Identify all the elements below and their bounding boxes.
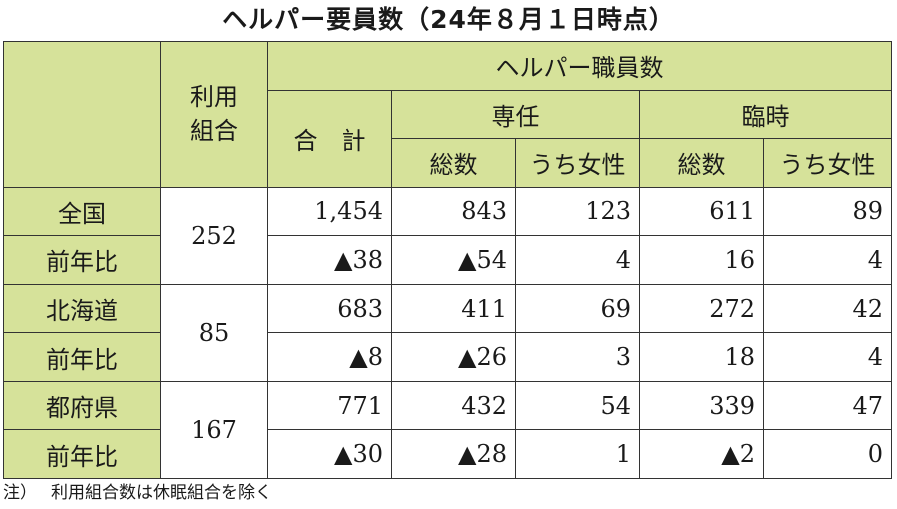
helper-staff-table: 利用 組合 ヘルパー職員数 合 計 専任 臨時 総数 うち女性 総数 うち女性 … — [3, 41, 893, 480]
total-cell: 683 — [267, 283, 392, 334]
fulltime-header: 専任 — [391, 89, 640, 140]
total-cell: 771 — [267, 380, 392, 431]
fulltime-count-cell: 432 — [391, 380, 516, 431]
table-row: 前年比 ▲38 ▲54 4 16 4 — [3, 235, 893, 285]
temporary-count-cell: 18 — [639, 332, 764, 382]
fulltime-female-cell: 69 — [515, 283, 640, 334]
temporary-female-cell: 4 — [762, 332, 893, 382]
total-cell: 1,454 — [267, 186, 392, 237]
temporary-female-cell: 42 — [762, 283, 893, 334]
temporary-female-header: うち女性 — [762, 138, 893, 188]
temporary-count-cell: 611 — [639, 186, 764, 237]
members-cell: 167 — [160, 380, 268, 480]
members-cell: 85 — [160, 283, 268, 382]
fulltime-female-cell: 3 — [515, 332, 640, 382]
footnote: 注） 利用組合数は休眠組合を除く — [3, 482, 286, 504]
members-header: 利用 組合 — [160, 41, 268, 188]
fulltime-female-header: うち女性 — [515, 138, 640, 188]
table-title: ヘルパー要員数（24年８月１日時点） — [222, 5, 675, 34]
temporary-count-cell: 272 — [639, 283, 764, 334]
temporary-female-cell: 0 — [762, 429, 893, 479]
temporary-count-cell: ▲2 — [639, 429, 764, 479]
temporary-count-cell: 339 — [639, 380, 764, 431]
temporary-count-cell: 16 — [639, 235, 764, 285]
row-label: 前年比 — [3, 429, 161, 479]
fulltime-count-header: 総数 — [391, 138, 516, 188]
fulltime-count-cell: ▲26 — [391, 332, 516, 382]
fulltime-count-cell: ▲54 — [391, 235, 516, 285]
temporary-count-header: 総数 — [639, 138, 764, 188]
total-cell: ▲38 — [267, 235, 392, 285]
total-header: 合 計 — [267, 89, 392, 188]
table-row: 都府県 167 771 432 54 339 47 — [3, 380, 893, 480]
row-label: 都府県 — [3, 380, 161, 431]
table-row: 前年比 ▲30 ▲28 1 ▲2 0 — [3, 429, 893, 479]
members-cell: 252 — [160, 186, 268, 285]
footnote-prefix: 注） — [3, 483, 37, 503]
fulltime-count-cell: 411 — [391, 283, 516, 334]
fulltime-female-cell: 123 — [515, 186, 640, 237]
table-row: 全国 252 1,454 843 123 611 89 — [3, 186, 893, 285]
total-cell: ▲8 — [267, 332, 392, 382]
row-label: 前年比 — [3, 235, 161, 285]
helper-staff-header: ヘルパー職員数 — [266, 41, 893, 91]
corner-header-cell — [3, 41, 161, 188]
row-label: 全国 — [3, 186, 161, 237]
total-cell: ▲30 — [267, 429, 392, 479]
temporary-female-cell: 4 — [762, 235, 893, 285]
temporary-header: 臨時 — [638, 89, 893, 140]
table-row: 前年比 ▲8 ▲26 3 18 4 — [3, 332, 893, 382]
row-label: 前年比 — [3, 332, 161, 382]
fulltime-female-cell: 4 — [515, 235, 640, 285]
fulltime-female-cell: 54 — [515, 380, 640, 431]
temporary-female-cell: 47 — [762, 380, 893, 431]
footnote-text: 利用組合数は休眠組合を除く — [51, 483, 272, 503]
temporary-female-cell: 89 — [762, 186, 893, 237]
fulltime-count-cell: 843 — [391, 186, 516, 237]
row-label: 北海道 — [3, 283, 161, 334]
fulltime-female-cell: 1 — [515, 429, 640, 479]
table-row: 北海道 85 683 411 69 272 42 — [3, 283, 893, 382]
fulltime-count-cell: ▲28 — [391, 429, 516, 479]
